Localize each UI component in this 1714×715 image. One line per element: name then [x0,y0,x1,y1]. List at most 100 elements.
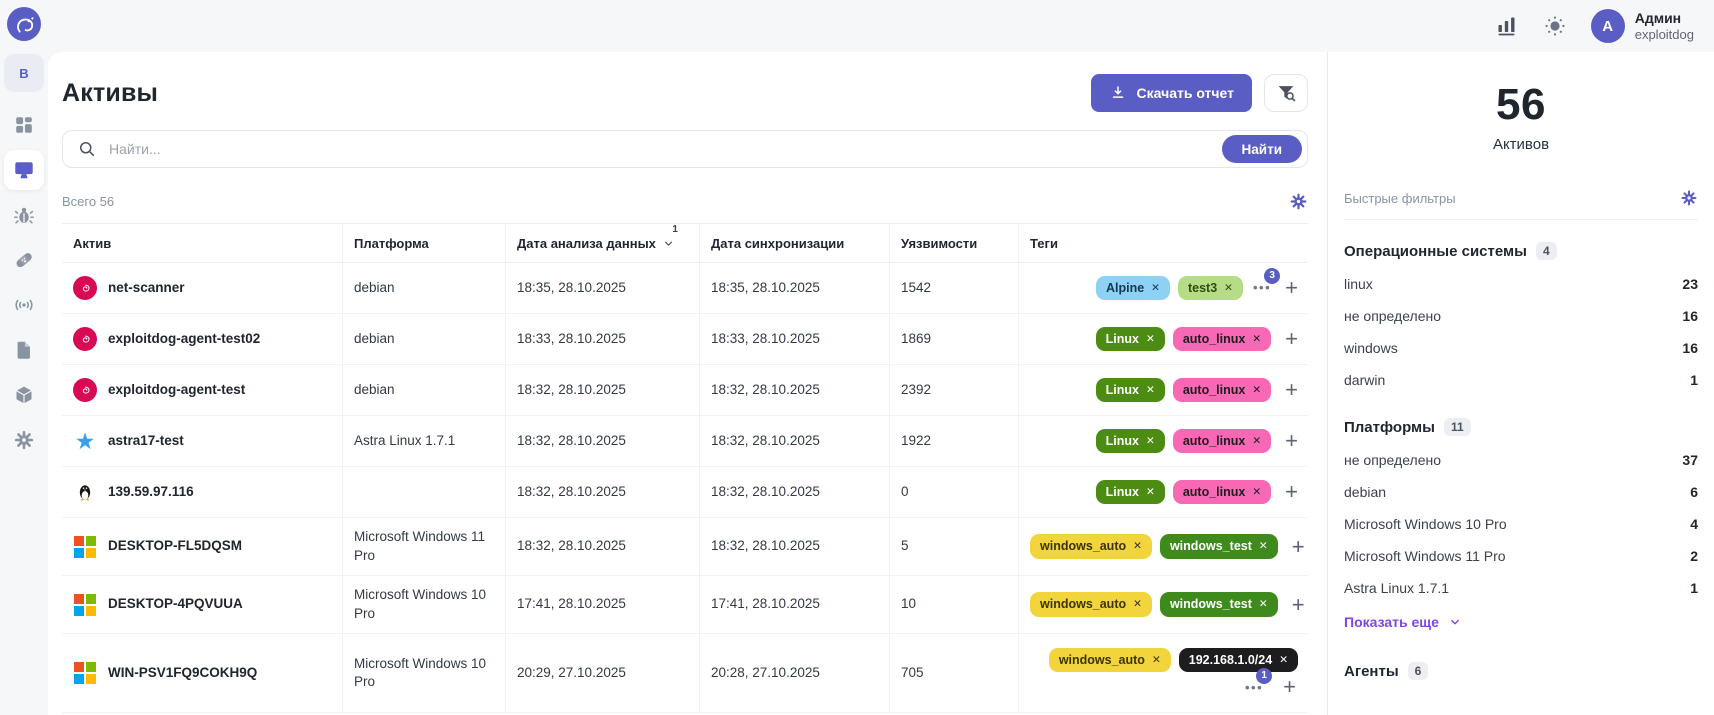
filter-item[interactable]: Astra Linux 1.7.1 1 [1344,580,1698,596]
asset-row[interactable]: DESKTOP-4PQVUUA Microsoft Windows 10 Pro… [62,576,1308,634]
tag[interactable]: test3 ✕ [1177,275,1243,301]
sidebar-item-dashboard[interactable] [4,105,44,145]
column-header-tags[interactable]: Теги [1018,224,1308,262]
filter-item[interactable]: windows 16 [1344,340,1698,356]
filter-item[interactable]: не определено 37 [1344,452,1698,468]
add-tag-button[interactable]: + [1283,674,1296,700]
sidebar-item-settings[interactable] [4,420,44,460]
quick-filters-gear-icon[interactable] [1680,189,1698,207]
remove-tag-icon[interactable]: ✕ [1252,485,1262,498]
filter-item[interactable]: debian 6 [1344,484,1698,500]
tag[interactable]: Linux ✕ [1095,377,1165,403]
filter-item[interactable]: darwin 1 [1344,372,1698,388]
total-count-label: Всего 56 [62,194,115,209]
search-input[interactable] [107,140,1301,158]
more-tags-button[interactable]: ••• 3 [1252,268,1281,297]
remove-tag-icon[interactable]: ✕ [1133,598,1142,611]
app-logo[interactable] [7,7,41,41]
remove-tag-icon[interactable]: ✕ [1146,434,1155,447]
tag[interactable]: 192.168.1.0/24 ✕ [1178,647,1298,673]
remove-tag-icon[interactable]: ✕ [1146,383,1155,396]
column-header-asset[interactable]: Актив [73,235,112,251]
asset-row[interactable]: net-scanner debian 18:35, 28.10.2025 18:… [62,263,1308,314]
sidebar-item-reports[interactable] [4,330,44,370]
filter-section-title: Платформы 11 [1344,418,1698,436]
asset-row[interactable]: exploitdog-agent-test02 debian 18:33, 28… [62,314,1308,365]
add-tag-button[interactable]: + [1291,533,1305,559]
filter-item[interactable]: не определено 16 [1344,308,1698,324]
asset-row[interactable]: exploitdog-agent-test debian 18:32, 28.1… [62,365,1308,416]
tag[interactable]: auto_linux ✕ [1172,479,1272,505]
add-tag-button[interactable]: + [1285,377,1298,402]
filter-button[interactable] [1264,74,1308,112]
column-header-synced[interactable]: Дата синхронизации [699,224,889,262]
add-tag-button[interactable]: + [1291,591,1305,617]
top-bar: A Админ exploitdog [48,0,1714,52]
remove-tag-icon[interactable]: ✕ [1258,540,1268,553]
download-report-button[interactable]: Скачать отчет [1090,74,1252,112]
remove-tag-icon[interactable]: ✕ [1133,540,1142,553]
asset-row[interactable]: ★ astra17-test Astra Linux 1.7.1 18:32, … [62,416,1308,467]
table-toolbar: Всего 56 [62,192,1308,211]
tag[interactable]: auto_linux ✕ [1172,377,1272,403]
filter-item[interactable]: Microsoft Windows 10 Pro 4 [1344,516,1698,532]
synced-cell: 18:35, 28.10.2025 [699,263,889,313]
sidebar-item-vulnerabilities[interactable] [4,195,44,235]
statistics-bars-icon[interactable] [1495,14,1519,38]
vulns-cell: 705 [889,634,1018,712]
table-settings-gear-icon[interactable] [1289,192,1308,211]
more-tags-button[interactable]: ••• 1 [1245,667,1273,697]
tag[interactable]: Linux ✕ [1095,479,1165,505]
analyzed-cell: 17:41, 28.10.2025 [505,576,699,633]
tag[interactable]: windows_auto ✕ [1048,647,1171,673]
column-header-analyzed[interactable]: Дата анализа данных 1 [505,224,699,262]
theme-sun-icon[interactable] [1543,14,1567,38]
user-menu[interactable]: A Админ exploitdog [1590,9,1694,43]
add-tag-button[interactable]: + [1285,275,1298,300]
sidebar-item-network-scan[interactable] [4,285,44,325]
tag[interactable]: windows_test ✕ [1159,534,1278,559]
analyzed-cell: 18:32, 28.10.2025 [505,416,699,466]
remove-tag-icon[interactable]: ✕ [1224,281,1233,294]
remove-tag-icon[interactable]: ✕ [1252,434,1262,447]
tag[interactable]: windows_auto ✕ [1030,534,1152,559]
tag[interactable]: Linux ✕ [1095,428,1165,454]
tag[interactable]: Linux ✕ [1095,326,1165,352]
vulns-cell: 0 [889,467,1018,517]
remove-tag-icon[interactable]: ✕ [1279,653,1288,666]
tag[interactable]: auto_linux ✕ [1172,428,1272,454]
remove-tag-icon[interactable]: ✕ [1252,332,1262,345]
search-submit-button[interactable]: Найти [1221,135,1302,163]
tag[interactable]: auto_linux ✕ [1172,326,1272,352]
asset-row[interactable]: DESKTOP-FL5DQSM Microsoft Windows 11 Pro… [62,518,1308,576]
workspace-badge[interactable]: B [4,54,44,92]
remove-tag-icon[interactable]: ✕ [1151,281,1160,294]
column-header-platform[interactable]: Платформа [342,224,505,262]
add-tag-button[interactable]: + [1285,326,1298,351]
filter-item[interactable]: linux 23 [1344,276,1698,292]
tag[interactable]: windows_auto ✕ [1030,592,1152,617]
ellipsis-icon: ••• [1252,280,1272,296]
sidebar-item-patches[interactable] [4,240,44,280]
tag[interactable]: windows_test ✕ [1159,592,1278,617]
user-org: exploitdog [1634,26,1694,42]
user-name: Админ [1634,9,1682,26]
filter-item[interactable]: Microsoft Windows 11 Pro 2 [1344,548,1698,564]
remove-tag-icon[interactable]: ✕ [1258,598,1268,611]
tag[interactable]: Alpine ✕ [1095,275,1170,301]
add-tag-button[interactable]: + [1285,479,1298,504]
search-bar: Найти [62,130,1308,168]
show-more-button[interactable]: Показать еще [1344,614,1462,630]
remove-tag-icon[interactable]: ✕ [1146,485,1155,498]
add-tag-button[interactable]: + [1285,428,1298,453]
column-header-vulns[interactable]: Уязвимости [889,224,1018,262]
remove-tag-icon[interactable]: ✕ [1252,383,1262,396]
asset-row[interactable]: WIN-PSV1FQ9COKH9Q Microsoft Windows 10 P… [62,634,1308,713]
asset-row[interactable]: 139.59.97.116 18:32, 28.10.2025 18:32, 2… [62,467,1308,518]
asset-name: net-scanner [108,279,185,295]
remove-tag-icon[interactable]: ✕ [1151,653,1161,666]
sidebar-item-packages[interactable] [4,375,44,415]
quick-filters-header: Быстрые фильтры [1344,189,1698,220]
sidebar-item-assets[interactable] [4,150,44,190]
remove-tag-icon[interactable]: ✕ [1146,332,1155,345]
